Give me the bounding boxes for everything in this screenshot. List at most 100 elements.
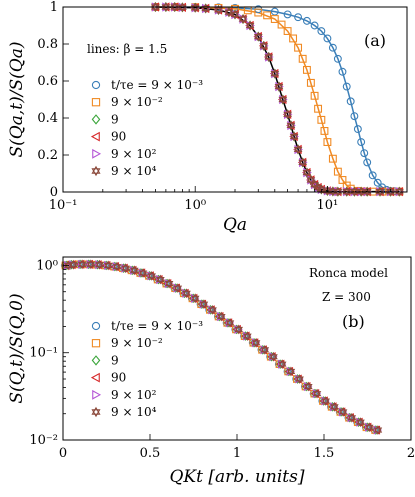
panel-a-data-point bbox=[270, 68, 280, 79]
panel-a-data-point bbox=[328, 43, 337, 52]
panel-a-chart: 10⁻¹ 10⁰ 10¹ 0 0.2 0.4 0.6 0.8 1 t/τe = 9 × 10⁻³… bbox=[7, 0, 408, 235]
panel-b-x-tick-label: 1 bbox=[233, 446, 241, 461]
panel-a-data-point bbox=[346, 97, 355, 106]
panel-a-data-point bbox=[264, 51, 274, 62]
panel-a-data-point bbox=[161, 1, 171, 13]
panel-b-data-point bbox=[304, 381, 313, 392]
panel-b-legend-marker bbox=[91, 355, 101, 366]
panel-a-y-axis-label: S(Qa,t)/S(Qa) bbox=[7, 42, 27, 158]
panel-b-data-point bbox=[234, 324, 243, 335]
panel-a-data-point bbox=[342, 186, 352, 197]
panel-a-data-point bbox=[298, 54, 307, 63]
panel-a-data-point bbox=[283, 109, 292, 120]
panel-a-y-tick-label: 0.8 bbox=[37, 37, 58, 52]
panel-b-x-tick-label: 0 bbox=[59, 446, 67, 461]
panel-a-data-point bbox=[293, 144, 303, 155]
panel-b-data-point bbox=[208, 304, 217, 315]
panel-a-data-point bbox=[328, 154, 337, 163]
panel-a-data-point bbox=[357, 138, 366, 147]
panel-b-data-point bbox=[347, 412, 357, 423]
panel-b-legend: t/τe = 9 × 10⁻³ 9 × 10⁻² 9 90 9 × 10² 9 × 10⁴ bbox=[90, 319, 203, 419]
panel-a-legend-label: 9 × 10⁻² bbox=[111, 95, 163, 109]
panel-b-data-point bbox=[138, 268, 148, 278]
panel-a-data-point bbox=[310, 21, 319, 30]
panel-b-legend-label: 9 × 10⁻² bbox=[111, 336, 163, 350]
panel-a-data-point bbox=[289, 34, 298, 43]
panel-b-data-point bbox=[243, 331, 252, 342]
panel-b-data-point bbox=[286, 366, 296, 377]
panel-b-annotation-model: Ronca model bbox=[309, 266, 388, 280]
panel-b-data-point bbox=[103, 260, 113, 271]
panel-a-data-point bbox=[323, 138, 332, 146]
panel-b-annotation-z: Z = 300 bbox=[322, 290, 371, 304]
panel-a-data-point bbox=[278, 94, 288, 105]
panel-a-data-point bbox=[360, 149, 369, 158]
panel-b-data-point bbox=[338, 406, 348, 417]
panel-a-data-point bbox=[253, 31, 263, 42]
panel-a-data-point bbox=[289, 131, 299, 142]
panel-a-data-point bbox=[270, 7, 279, 16]
panel-a-data-point bbox=[320, 127, 329, 135]
panel-b-data-point bbox=[295, 374, 304, 384]
panel-a-data-point bbox=[294, 43, 303, 52]
panel-b-data-point bbox=[356, 417, 365, 428]
panel-b-data-point bbox=[217, 311, 226, 322]
panel-b-legend-label: 9 × 10⁴ bbox=[111, 405, 157, 419]
panel-b-x-axis-label: QKt [arb. units] bbox=[170, 467, 305, 487]
panel-a-y-tick-label: 0.4 bbox=[37, 111, 58, 126]
panel-a-legend-label: 9 bbox=[111, 112, 119, 126]
panel-b-legend-label: 9 bbox=[111, 353, 119, 367]
panel-b-data-point bbox=[277, 359, 287, 370]
panel-a-legend-marker bbox=[90, 131, 100, 142]
panel-a-data-point bbox=[350, 112, 359, 121]
panel-b-data-point bbox=[130, 265, 139, 276]
panel-b-legend-marker bbox=[90, 372, 100, 383]
panel-a-data-point bbox=[310, 91, 319, 100]
panel-a-data-point bbox=[368, 171, 377, 180]
panel-a-y-tick-label: 0.6 bbox=[37, 74, 58, 89]
panel-a-data-point bbox=[214, 4, 223, 15]
panel-a-data-point bbox=[338, 176, 347, 184]
panel-a-label: (a) bbox=[364, 31, 386, 50]
panel-a-legend-label: 9 × 10² bbox=[111, 147, 157, 161]
panel-a-data-point bbox=[323, 34, 332, 43]
panel-b-data-point bbox=[373, 425, 383, 435]
panel-b-legend-marker bbox=[92, 389, 102, 400]
panel-a-legend-marker bbox=[91, 98, 101, 107]
panel-b-data-point bbox=[225, 317, 235, 328]
panel-a-data-point bbox=[283, 10, 292, 19]
panel-b-y-tick-label: 10⁰ bbox=[36, 258, 58, 273]
panel-a-data-point bbox=[286, 120, 296, 131]
panel-a-legend-label: t/τe = 9 × 10⁻³ bbox=[111, 78, 203, 92]
panel-b-x-tick-label: 0.5 bbox=[140, 446, 161, 461]
panel-b-data-point bbox=[312, 388, 322, 399]
panel-a-data-point bbox=[317, 27, 326, 35]
panel-b-data-point bbox=[321, 396, 330, 406]
panel-a-data-point bbox=[338, 67, 347, 76]
panel-a-data-point bbox=[356, 186, 366, 197]
panel-a-data-point bbox=[333, 167, 342, 176]
panel-b-chart: 0 0.5 1 1.5 2 10⁻² 10⁻¹ 10⁰ t/τe = 9 × 10⁻³ 9 × … bbox=[7, 256, 415, 487]
panel-a-data-point bbox=[342, 82, 351, 91]
panel-a-legend-marker bbox=[91, 165, 101, 177]
panel-b-label: (b) bbox=[342, 312, 365, 331]
panel-a-data-point bbox=[363, 158, 372, 167]
panel-b-x-tick-label: 2 bbox=[407, 446, 415, 461]
panel-b-legend-label: 9 × 10² bbox=[111, 388, 157, 402]
panel-a-x-tick-label: 10⁰ bbox=[184, 198, 206, 213]
panel-b-legend-marker bbox=[91, 406, 101, 418]
panel-b-data-point bbox=[147, 270, 156, 281]
panel-b-data-point bbox=[330, 401, 339, 412]
panel-b-legend-label: 90 bbox=[111, 371, 126, 385]
panel-a-data-point bbox=[277, 20, 286, 29]
panel-b-data-point bbox=[364, 422, 374, 433]
panel-b-data-point bbox=[260, 344, 270, 355]
panel-b-y-tick-label: 10⁻² bbox=[29, 433, 58, 448]
panel-a-y-tick-label: 0.2 bbox=[37, 148, 58, 163]
panel-a-data-point bbox=[224, 7, 234, 18]
panel-a-fit-line bbox=[155, 6, 400, 193]
panel-b-data-point bbox=[164, 278, 174, 289]
panel-a-data-point bbox=[314, 104, 323, 113]
panel-b-data-point bbox=[77, 259, 87, 270]
